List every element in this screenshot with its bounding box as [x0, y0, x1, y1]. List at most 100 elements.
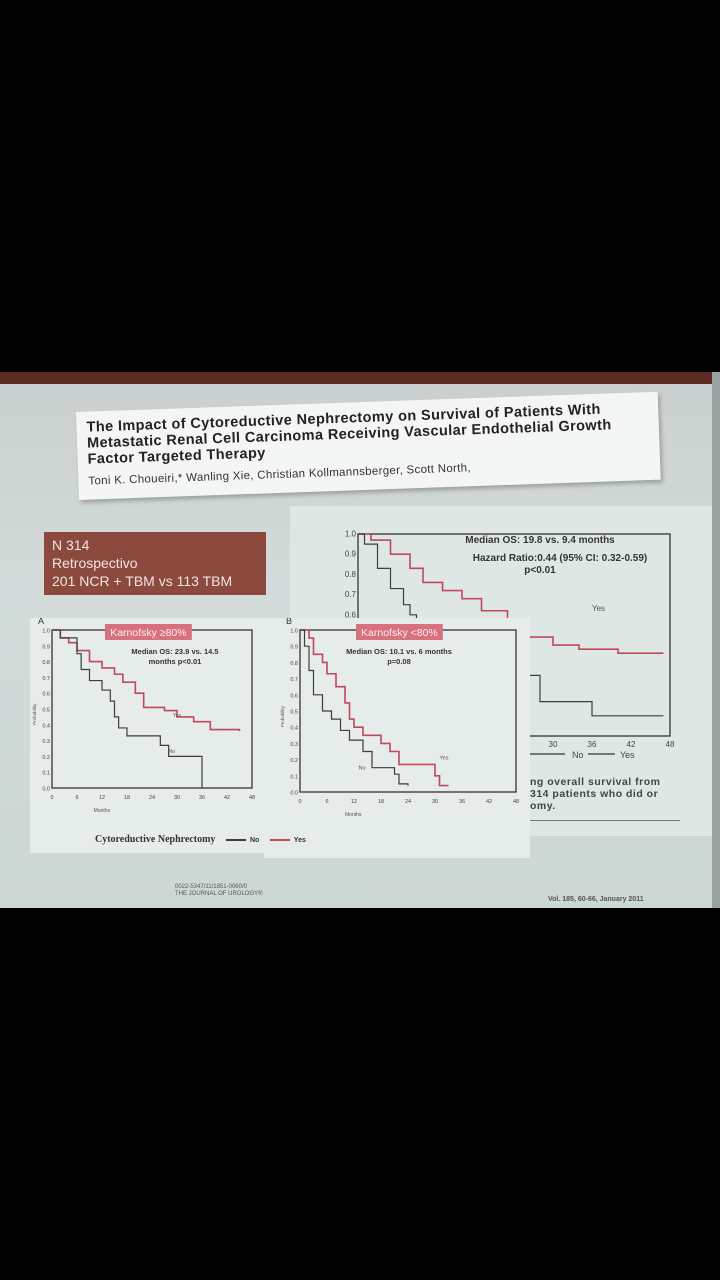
x-tick-label: 30: [432, 799, 438, 805]
legend-no-swatch: [225, 839, 246, 842]
x-tick-label: 30: [174, 795, 180, 801]
y-tick-label: 0.6: [290, 693, 298, 699]
x-tick-label: 24: [149, 795, 155, 801]
y-tick-label: 0.2: [42, 755, 50, 761]
figure-caption: ng overall survival from 314 patients wh…: [530, 776, 660, 812]
km-curve-no: [300, 629, 409, 786]
annotation-median-os: Median OS: 10.1 vs. 6 months: [346, 647, 452, 656]
y-tick-label: 0.8: [345, 570, 357, 579]
y-axis-label: Probability: [32, 703, 37, 725]
info-line: N 314: [52, 537, 90, 553]
slide-edge: [712, 372, 720, 908]
x-axis-label: Months: [94, 808, 111, 814]
y-tick-label: 0.1: [290, 774, 298, 780]
y-tick-label: 1.0: [345, 530, 357, 539]
x-tick-label: 6: [75, 795, 78, 801]
y-tick-label: 0.5: [290, 710, 298, 716]
y-tick-label: 0.7: [42, 676, 50, 682]
y-tick-label: 0.9: [42, 644, 50, 650]
x-tick-label: 48: [666, 740, 675, 749]
annotation-median-os: Median OS: 23.9 vs. 14.5: [131, 647, 218, 656]
panel-label: B: [286, 618, 292, 626]
karnofsky-label: Karnofsky ≥80%: [110, 627, 186, 639]
divider: [530, 820, 680, 821]
legend-title: Cytoreductive Nephrectomy: [95, 834, 216, 845]
x-tick-label: 18: [378, 799, 384, 805]
info-line: Retrospectivo: [52, 555, 138, 571]
karnofsky-label-bg: [356, 624, 443, 640]
caption-line: 314 patients who did or: [530, 788, 659, 800]
y-tick-label: 0.1: [42, 771, 50, 777]
y-tick-label: 0.0: [290, 791, 298, 797]
article-title: The Impact of Cytoreductive Nephrectomy …: [86, 401, 612, 468]
karnofsky-label: Karnofsky <80%: [361, 627, 438, 639]
y-tick-label: 0.6: [345, 610, 357, 619]
x-tick-label: 48: [513, 799, 519, 805]
x-tick-label: 36: [199, 795, 205, 801]
karnofsky-low-chart: 0.0 0.1 0.2 0.3 0.4 0.5 0.6 0.7 0.8 0.9 1.0 0 6 12 18 2…: [280, 616, 519, 818]
km-curve-no: [52, 629, 203, 788]
panel-label: A: [38, 618, 44, 626]
overall-survival-chart: 1.0 0.9 0.8 0.7 0.6 30 36 42 48 Median OS: 19.8 v…: [345, 530, 675, 761]
x-tick-label: 42: [224, 795, 230, 801]
y-tick-label: 1.0: [290, 629, 298, 635]
legend: Cytoreductive Nephrectomy No Yes: [95, 834, 314, 845]
x-tick-label: 36: [588, 740, 597, 749]
annotation-p-value: months p<0.01: [149, 657, 202, 666]
km-curve-yes: [300, 629, 449, 787]
x-axis-label: Months: [345, 812, 362, 818]
series-label-yes: Yes: [173, 713, 182, 719]
legend-yes-swatch: [269, 839, 290, 842]
y-tick-label: 0.4: [290, 726, 298, 732]
karnofsky-high-chart: 0.0 0.1 0.2 0.3 0.4 0.5 0.6 0.7 0.8 0.9 1.0 0 6 12 18 2…: [32, 616, 255, 814]
y-tick-label: 0.3: [42, 739, 50, 745]
y-tick-label: 0.5: [42, 708, 50, 714]
chart-a-panel: 0.0 0.1 0.2 0.3 0.4 0.5 0.6 0.7 0.8 0.9 1.0 0 6 12 18 2…: [30, 616, 266, 853]
x-tick-label: 36: [459, 799, 465, 805]
km-curve-yes: [52, 629, 241, 732]
y-tick-label: 0.0: [42, 787, 50, 793]
x-tick-label: 12: [99, 795, 105, 801]
y-tick-label: 0.8: [290, 661, 298, 667]
y-tick-label: 0.7: [345, 590, 357, 599]
y-tick-label: 0.4: [42, 723, 50, 729]
legend-no: No: [249, 837, 260, 844]
caption-line: ng overall survival from: [530, 776, 661, 788]
study-info-box: N 314 Retrospectivo 201 NCR + TBM vs 113…: [44, 532, 266, 595]
x-tick-label: 42: [627, 740, 636, 749]
series-label-no: No: [359, 765, 366, 771]
y-tick-label: 0.6: [42, 692, 50, 698]
y-tick-label: 0.9: [290, 645, 298, 651]
slide-top-strip: [0, 372, 720, 384]
x-tick-label: 24: [405, 799, 411, 805]
slide: The Impact of Cytoreductive Nephrectomy …: [0, 372, 720, 908]
karnofsky-label-bg: [105, 624, 192, 640]
x-tick-label: 0: [298, 799, 301, 805]
y-tick-label: 0.7: [290, 677, 298, 683]
annotation-median-os: Median OS: 19.8 vs. 9.4 months: [465, 535, 615, 546]
series-label-no: No: [169, 749, 176, 755]
article-header: The Impact of Cytoreductive Nephrectomy …: [76, 391, 661, 500]
x-tick-label: 12: [351, 799, 357, 805]
caption-line: omy.: [530, 800, 556, 812]
legend-yes: Yes: [620, 750, 635, 760]
chart-b-panel: 0.0 0.1 0.2 0.3 0.4 0.5 0.6 0.7 0.8 0.9 1.0 0 6 12 18 2…: [264, 616, 530, 858]
y-tick-label: 0.2: [290, 758, 298, 764]
y-tick-label: 0.9: [345, 550, 357, 559]
y-tick-label: 1.0: [42, 629, 50, 635]
km-curve-yes: [358, 533, 664, 654]
y-tick-label: 0.3: [290, 742, 298, 748]
y-axis-label: Probability: [280, 705, 285, 727]
legend-yes: Yes: [293, 837, 306, 844]
footer-doi: 0022-5347/11/1851-0060/0: [175, 884, 247, 890]
annotation-hazard-ratio: Hazard Ratio:0.44 (95% CI: 0.32-0.59): [473, 553, 648, 564]
series-label-yes: Yes: [592, 604, 605, 613]
x-tick-label: 0: [50, 795, 53, 801]
x-tick-label: 42: [486, 799, 492, 805]
footer-left: 0022-5347/11/1851-0060/0 THE JOURNAL OF …: [175, 884, 263, 898]
footer-journal: THE JOURNAL OF UROLOGY®: [175, 891, 263, 897]
x-tick-label: 18: [124, 795, 130, 801]
x-tick-label: 6: [325, 799, 328, 805]
x-tick-label: 48: [249, 795, 255, 801]
x-tick-label: 30: [549, 740, 558, 749]
